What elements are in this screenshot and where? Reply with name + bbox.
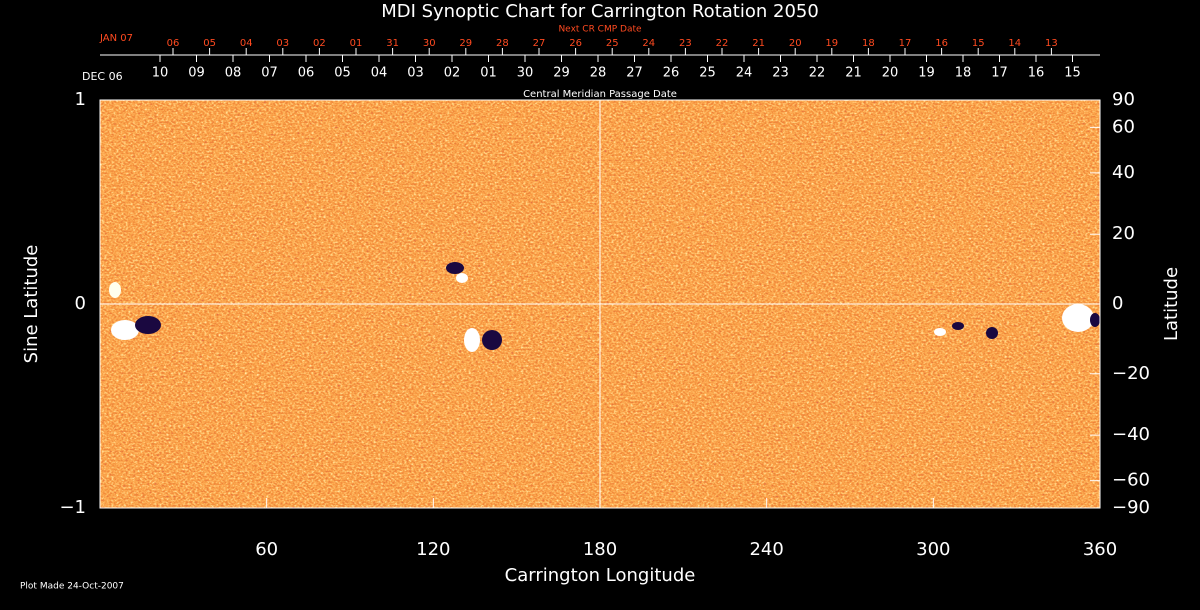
date-label: 17 xyxy=(899,38,912,49)
date-label: 26 xyxy=(663,66,680,81)
x-tick-label: 180 xyxy=(583,539,617,560)
date-label: 29 xyxy=(553,66,570,81)
y-axis-title: Sine Latitude xyxy=(21,245,42,364)
x-tick-label: 300 xyxy=(916,539,950,560)
y-tick-label: −1 xyxy=(59,497,86,518)
chart-title: MDI Synoptic Chart for Carrington Rotati… xyxy=(381,1,819,22)
date-label: 17 xyxy=(991,66,1008,81)
date-label: 18 xyxy=(862,38,875,49)
date-label: 03 xyxy=(407,66,424,81)
date-label: 27 xyxy=(533,38,546,49)
date-label: 31 xyxy=(386,38,399,49)
y-tick-label: 0 xyxy=(75,293,86,314)
date-label: 26 xyxy=(569,38,582,49)
date-label: 13 xyxy=(1045,38,1058,49)
date-label: 16 xyxy=(1028,66,1045,81)
date-label: 21 xyxy=(752,38,765,49)
x-axis-title: Carrington Longitude xyxy=(505,565,696,586)
cmp-label: Central Meridian Passage Date xyxy=(523,89,677,100)
date-label: 06 xyxy=(167,38,180,49)
date-label: 15 xyxy=(972,38,985,49)
date-label: 20 xyxy=(882,66,899,81)
date-label: 30 xyxy=(517,66,534,81)
y2-tick-label: 0 xyxy=(1112,293,1123,314)
date-label: 28 xyxy=(590,66,607,81)
date-label: 24 xyxy=(642,38,655,49)
date-label: 05 xyxy=(203,38,216,49)
date-label: 14 xyxy=(1008,38,1021,49)
date-label: 01 xyxy=(480,66,497,81)
next-cmp-label: Next CR CMP Date xyxy=(558,25,642,35)
date-label: 22 xyxy=(809,66,826,81)
date-label: 04 xyxy=(371,66,388,81)
date-label: 18 xyxy=(955,66,972,81)
date-label: 22 xyxy=(716,38,729,49)
y2-tick-label: 20 xyxy=(1112,223,1135,244)
date-label: 21 xyxy=(845,66,862,81)
date-label: 25 xyxy=(606,38,619,49)
cmp-start: DEC 06 xyxy=(82,70,123,83)
y2-axis-title: Latitude xyxy=(1161,267,1182,341)
date-label: 09 xyxy=(188,66,205,81)
date-label: 10 xyxy=(152,66,169,81)
y2-tick-label: −20 xyxy=(1112,363,1150,384)
date-label: 07 xyxy=(261,66,278,81)
x-tick-label: 60 xyxy=(255,539,278,560)
x-tick-label: 120 xyxy=(416,539,450,560)
x-tick-label: 240 xyxy=(749,539,783,560)
active-regions xyxy=(109,262,1100,352)
date-label: 03 xyxy=(276,38,289,49)
date-label: 04 xyxy=(240,38,253,49)
x-tick-label: 360 xyxy=(1083,539,1117,560)
date-label: 02 xyxy=(313,38,326,49)
date-label: 16 xyxy=(935,38,948,49)
date-label: 24 xyxy=(736,66,753,81)
date-label: 25 xyxy=(699,66,716,81)
date-label: 01 xyxy=(350,38,363,49)
next-cmp-start: JAN 07 xyxy=(99,33,133,44)
date-label: 06 xyxy=(298,66,315,81)
date-label: 23 xyxy=(772,66,789,81)
y-tick-label: 1 xyxy=(75,89,86,110)
date-label: 19 xyxy=(918,66,935,81)
y2-tick-label: 60 xyxy=(1112,116,1135,137)
date-label: 15 xyxy=(1064,66,1081,81)
date-label: 27 xyxy=(626,66,643,81)
date-label: 08 xyxy=(225,66,242,81)
date-label: 19 xyxy=(825,38,838,49)
date-label: 29 xyxy=(459,38,472,49)
date-label: 23 xyxy=(679,38,692,49)
date-label: 02 xyxy=(444,66,461,81)
date-label: 20 xyxy=(789,38,802,49)
date-label: 05 xyxy=(334,66,351,81)
y2-tick-label: −90 xyxy=(1112,497,1150,518)
footnote: Plot Made 24-Oct-2007 xyxy=(20,582,124,592)
date-label: 30 xyxy=(423,38,436,49)
y2-tick-label: −60 xyxy=(1112,470,1150,491)
y2-tick-label: 40 xyxy=(1112,162,1135,183)
y2-tick-label: −40 xyxy=(1112,424,1150,445)
date-label: 28 xyxy=(496,38,509,49)
y2-tick-label: 90 xyxy=(1112,89,1135,110)
